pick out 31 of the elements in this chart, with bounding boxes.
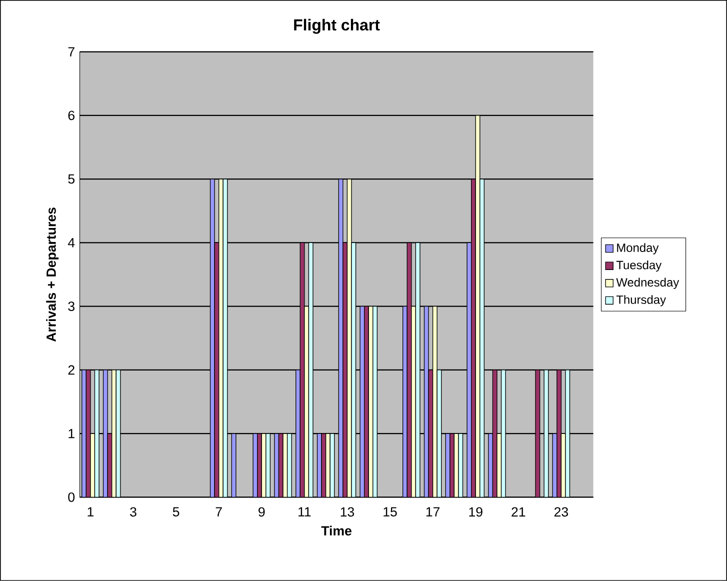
x-tick-label: 9 <box>258 507 265 517</box>
x-tick-label: 15 <box>384 507 397 517</box>
x-tick-label: 21 <box>512 507 526 517</box>
y-tick-label: 1 <box>68 429 74 438</box>
x-tick-label: 17 <box>426 507 440 516</box>
x-tick-label: 5 <box>172 507 180 517</box>
chart-title: Flight chart <box>294 18 380 34</box>
bar <box>450 433 455 498</box>
x-tick-label: 19 <box>469 507 482 517</box>
x-tick-label: 7 <box>216 507 222 516</box>
y-tick-label: 2 <box>68 365 74 375</box>
y-tick-label: 0 <box>68 492 75 502</box>
x-tick-label: 13 <box>340 507 354 517</box>
legend-label: Wednesday <box>616 278 680 290</box>
legend-label: Thursday <box>616 295 666 306</box>
x-tick-label: 1 <box>88 507 94 516</box>
x-axis-title: Time <box>321 526 352 536</box>
y-tick-label: 5 <box>68 174 74 184</box>
legend-label: Tuesday <box>616 260 662 272</box>
bar <box>282 433 288 498</box>
y-tick-label: 7 <box>68 47 74 56</box>
y-axis-title: Arrivals + Departures <box>46 208 59 342</box>
y-tick-label: 4 <box>68 238 75 248</box>
bar <box>325 433 330 498</box>
x-tick-label: 3 <box>130 507 136 517</box>
x-tick-label: 23 <box>554 507 568 517</box>
legend-label: Monday <box>617 243 659 254</box>
x-tick-label: 11 <box>298 507 311 516</box>
y-tick-label: 6 <box>68 110 74 120</box>
bar <box>321 433 326 498</box>
y-tick-label: 3 <box>68 302 74 312</box>
